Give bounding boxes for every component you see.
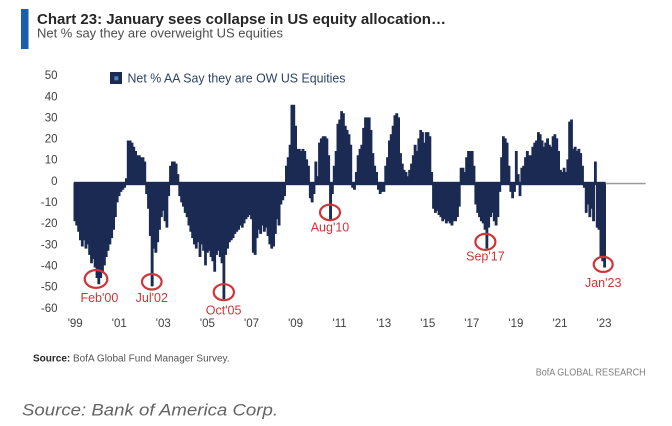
- svg-text:Net % AA Say they are OW US Eq: Net % AA Say they are OW US Equities: [128, 71, 346, 86]
- svg-text:'05: '05: [200, 318, 215, 330]
- svg-text:'07: '07: [244, 318, 259, 330]
- svg-text:20: 20: [45, 134, 58, 146]
- svg-text:0: 0: [51, 176, 57, 188]
- svg-text:'15: '15: [420, 318, 435, 330]
- svg-text:Oct'05: Oct'05: [206, 304, 242, 318]
- svg-text:10: 10: [45, 155, 58, 167]
- svg-text:-10: -10: [41, 197, 58, 209]
- svg-text:-30: -30: [41, 239, 58, 251]
- svg-text:BofA GLOBAL RESEARCH: BofA GLOBAL RESEARCH: [536, 368, 646, 379]
- svg-text:Source: BofA Global Fund Manag: Source: BofA Global Fund Manager Survey.: [33, 354, 230, 365]
- svg-text:40: 40: [45, 91, 58, 103]
- svg-text:30: 30: [45, 112, 58, 124]
- svg-text:-50: -50: [41, 282, 58, 294]
- svg-text:'09: '09: [288, 318, 303, 330]
- svg-text:Chart 23: January sees collaps: Chart 23: January sees collapse in US eq…: [37, 12, 446, 28]
- svg-text:Aug'10: Aug'10: [311, 221, 350, 235]
- svg-text:Sep'17: Sep'17: [466, 250, 505, 264]
- svg-text:-40: -40: [41, 261, 58, 273]
- svg-text:'21: '21: [553, 318, 568, 330]
- svg-text:'99: '99: [68, 318, 83, 330]
- svg-text:'13: '13: [376, 318, 391, 330]
- svg-text:Net % say they are overweight: Net % say they are overweight US equitie…: [37, 26, 283, 41]
- svg-text:Feb'00: Feb'00: [80, 291, 118, 305]
- svg-text:'01: '01: [112, 318, 127, 330]
- svg-text:'23: '23: [597, 318, 612, 330]
- svg-text:Jan'23: Jan'23: [585, 276, 621, 290]
- svg-text:'17: '17: [464, 318, 479, 330]
- svg-text:-20: -20: [41, 218, 58, 230]
- svg-text:'11: '11: [333, 318, 347, 330]
- svg-text:Source: Bank of America Corp.: Source: Bank of America Corp.: [22, 402, 278, 420]
- svg-text:'03: '03: [156, 318, 171, 330]
- svg-text:50: 50: [45, 70, 58, 82]
- svg-text:-60: -60: [41, 303, 58, 315]
- svg-text:Jul'02: Jul'02: [136, 291, 168, 305]
- svg-text:'19: '19: [508, 318, 523, 330]
